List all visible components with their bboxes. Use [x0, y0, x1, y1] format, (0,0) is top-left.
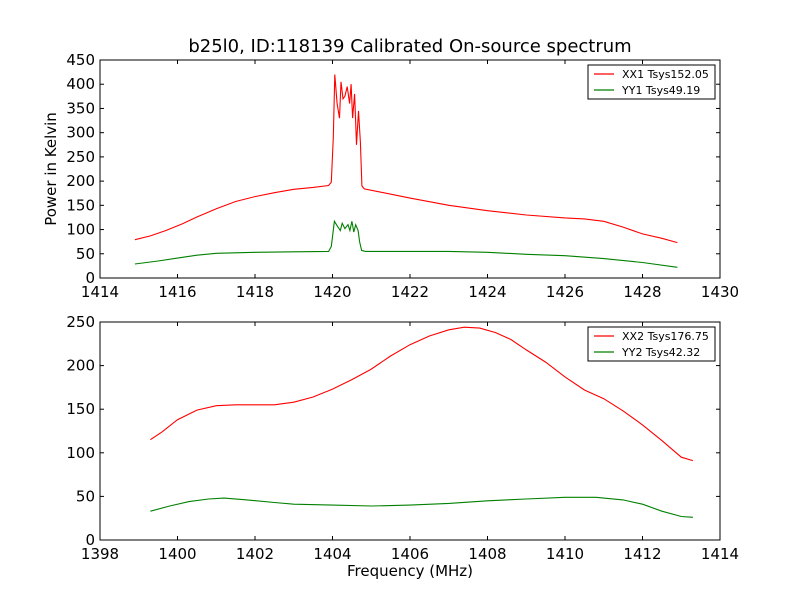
x-tick-label: 1416: [158, 283, 196, 301]
x-tick-label: 1398: [81, 545, 119, 563]
y-tick-label: 150: [66, 400, 95, 418]
x-tick-label: 1406: [391, 545, 429, 563]
y-tick-label: 0: [85, 531, 95, 549]
x-tick-label: 1404: [313, 545, 351, 563]
series-line-xx2: [150, 326, 694, 462]
x-tick-label: 1402: [236, 545, 274, 563]
series-line-yy2: [150, 496, 693, 518]
x-tick-label: 1420: [313, 283, 351, 301]
x-tick-label: 1428: [623, 283, 661, 301]
x-tick-label: 1414: [701, 545, 739, 563]
series-line-yy1: [134, 219, 678, 268]
legend-entry: YY1 Tsys49.19: [621, 84, 700, 97]
x-tick-label: 1400: [158, 545, 196, 563]
legend-box: [587, 64, 716, 100]
y-tick-label: 250: [66, 148, 95, 166]
legend: XX2 Tsys176.75 YY2 Tsys42.32: [587, 326, 716, 362]
legend: XX1 Tsys152.05 YY1 Tsys49.19: [587, 64, 716, 100]
series-line-xx1: [134, 74, 678, 244]
x-tick-label: 1426: [546, 283, 584, 301]
x-tick-label: 1412: [623, 545, 661, 563]
x-tick-label: 1424: [468, 283, 506, 301]
y-tick-label: 0: [85, 269, 95, 287]
x-tick-label: 1430: [701, 283, 739, 301]
legend-entry: XX1 Tsys152.05: [622, 68, 709, 81]
y-tick-label: 100: [66, 221, 95, 239]
legend-entry: YY2 Tsys42.32: [621, 346, 700, 359]
y-tick-label: 50: [76, 487, 95, 505]
bottom-spectrum-panel: 1398 1400 1402 1404 1406 1408 1410 1412 1414 0 50 1…: [66, 313, 739, 580]
y-axis-label: Power in Kelvin: [42, 112, 60, 226]
x-tick-label: 1422: [391, 283, 429, 301]
x-tick-label: 1408: [468, 545, 506, 563]
y-tick-label: 400: [66, 75, 95, 93]
x-tick-label: 1418: [236, 283, 274, 301]
legend-entry: XX2 Tsys176.75: [622, 330, 709, 343]
top-spectrum-panel: 1414 1416 1418 1420 1422 1424 1426 1428 1430 0 50 1…: [42, 51, 739, 301]
x-tick-label: 1410: [546, 545, 584, 563]
x-axis-label: Frequency (MHz): [347, 562, 473, 580]
y-tick-label: 450: [66, 51, 95, 69]
y-tick-label: 100: [66, 444, 95, 462]
y-tick-label: 300: [66, 124, 95, 142]
x-tick-label: 1414: [81, 283, 119, 301]
y-tick-label: 200: [66, 172, 95, 190]
figure-title: b25l0, ID:118139 Calibrated On-source sp…: [188, 36, 631, 57]
y-tick-label: 150: [66, 196, 95, 214]
y-tick-label: 50: [76, 245, 95, 263]
y-tick-label: 200: [66, 357, 95, 375]
y-tick-label: 250: [66, 313, 95, 331]
legend-box: [587, 326, 716, 362]
y-tick-label: 350: [66, 99, 95, 117]
